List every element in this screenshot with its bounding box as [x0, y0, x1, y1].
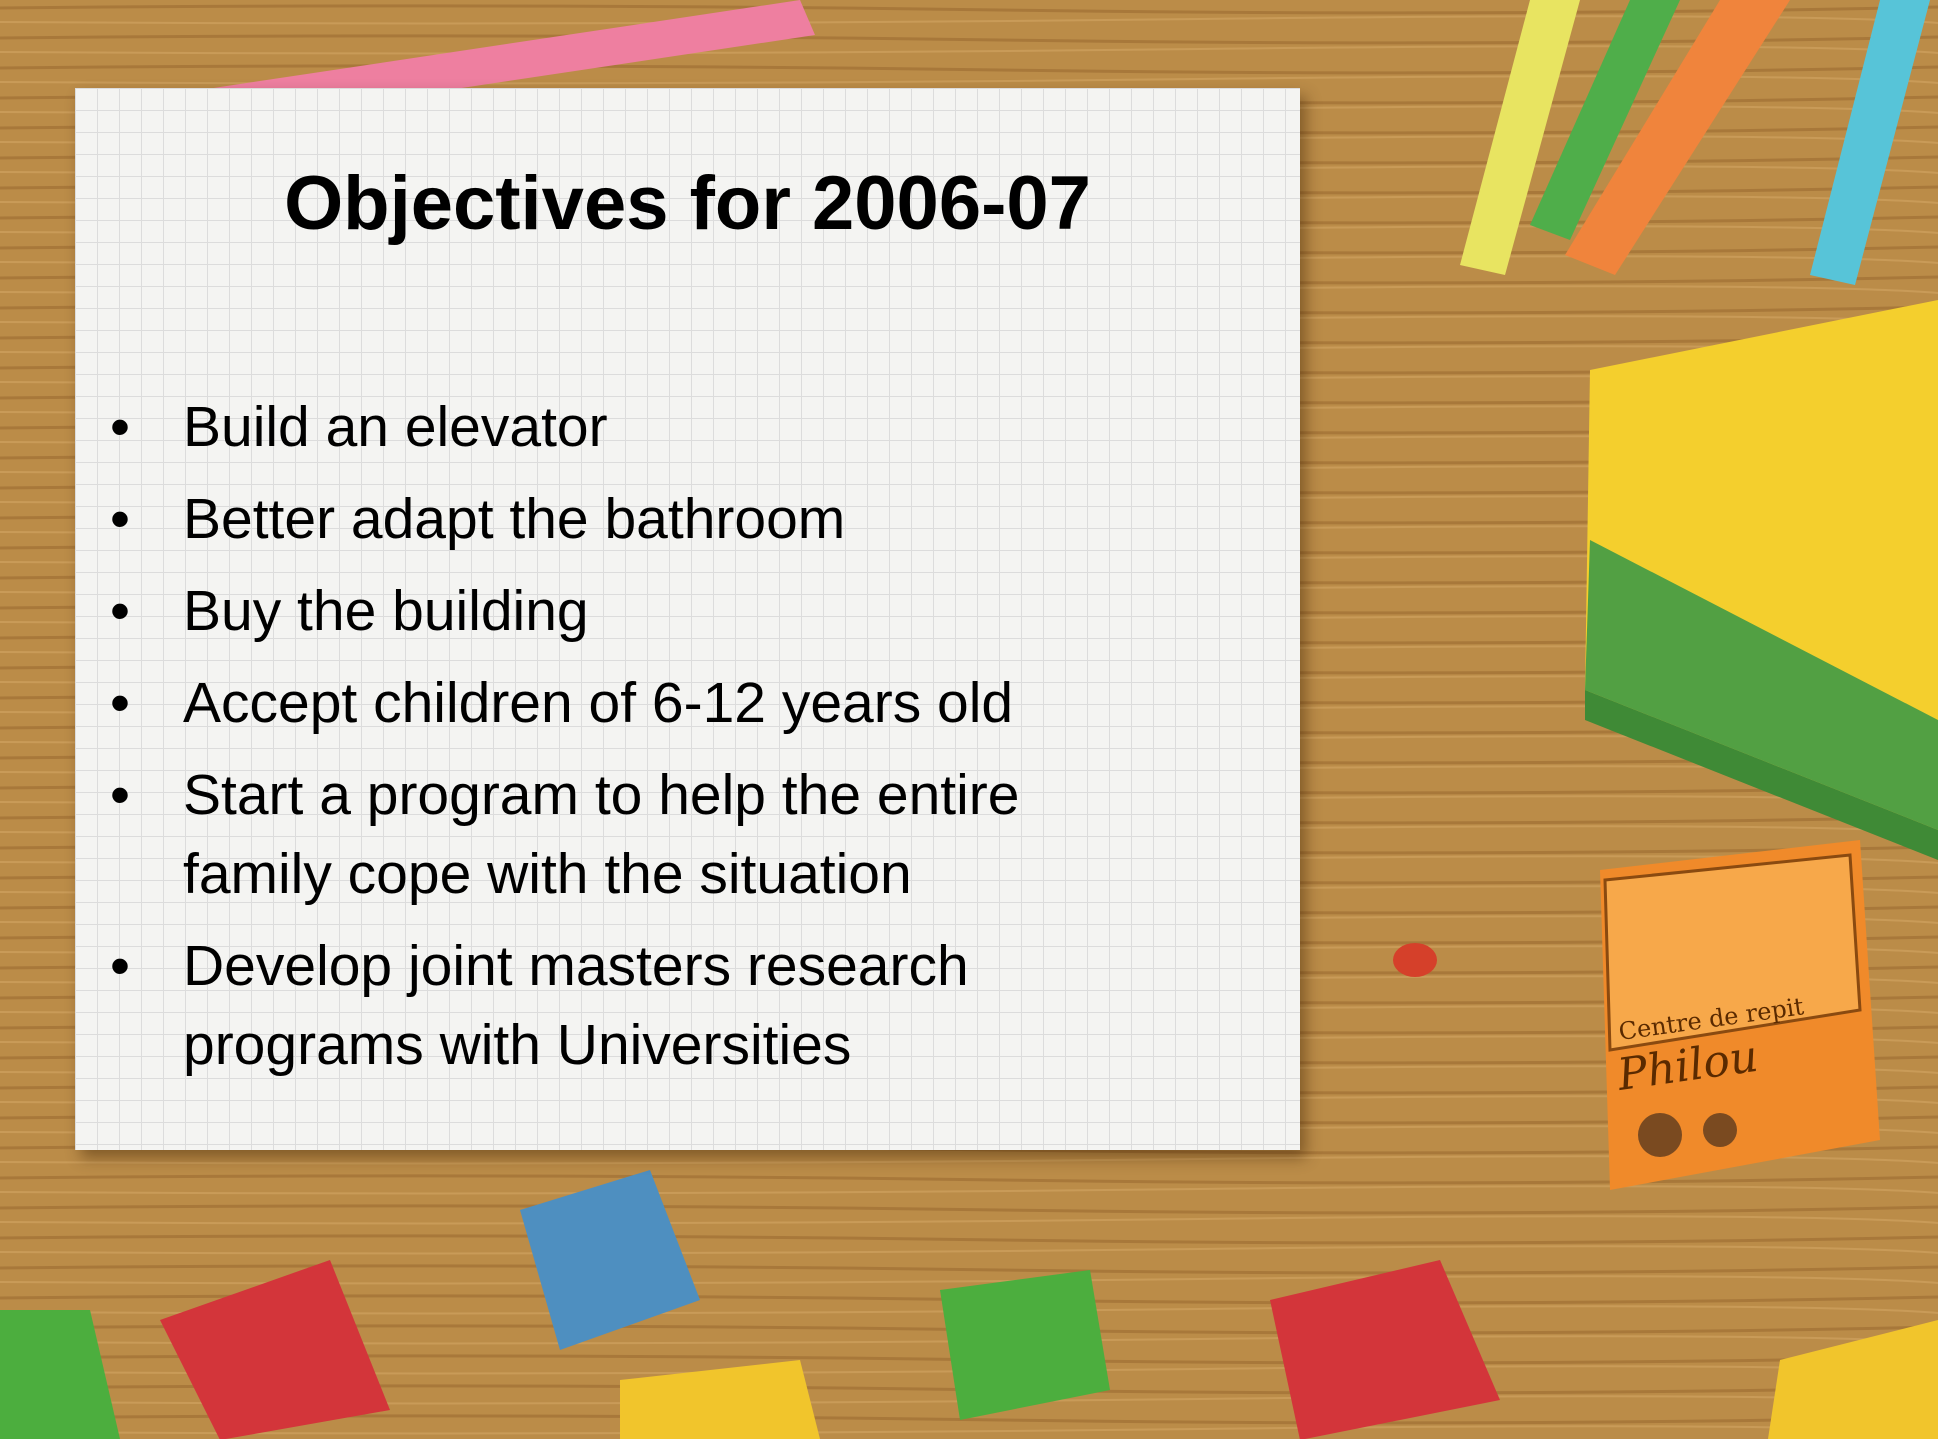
bullet-item: Start a program to help the entire famil…: [110, 756, 1150, 914]
slide-title: Objectives for 2006-07: [75, 160, 1300, 247]
bullet-list: Build an elevator Better adapt the bathro…: [110, 388, 1150, 1098]
bullet-item: Buy the building: [110, 572, 1150, 651]
bullet-item: Build an elevator: [110, 388, 1150, 467]
bullet-item: Accept children of 6-12 years old: [110, 664, 1150, 743]
slide: Centre de repit Philou Objectives for 20…: [0, 0, 1938, 1439]
bullet-item: Develop joint masters research programs …: [110, 927, 1150, 1085]
bullet-item: Better adapt the bathroom: [110, 480, 1150, 559]
